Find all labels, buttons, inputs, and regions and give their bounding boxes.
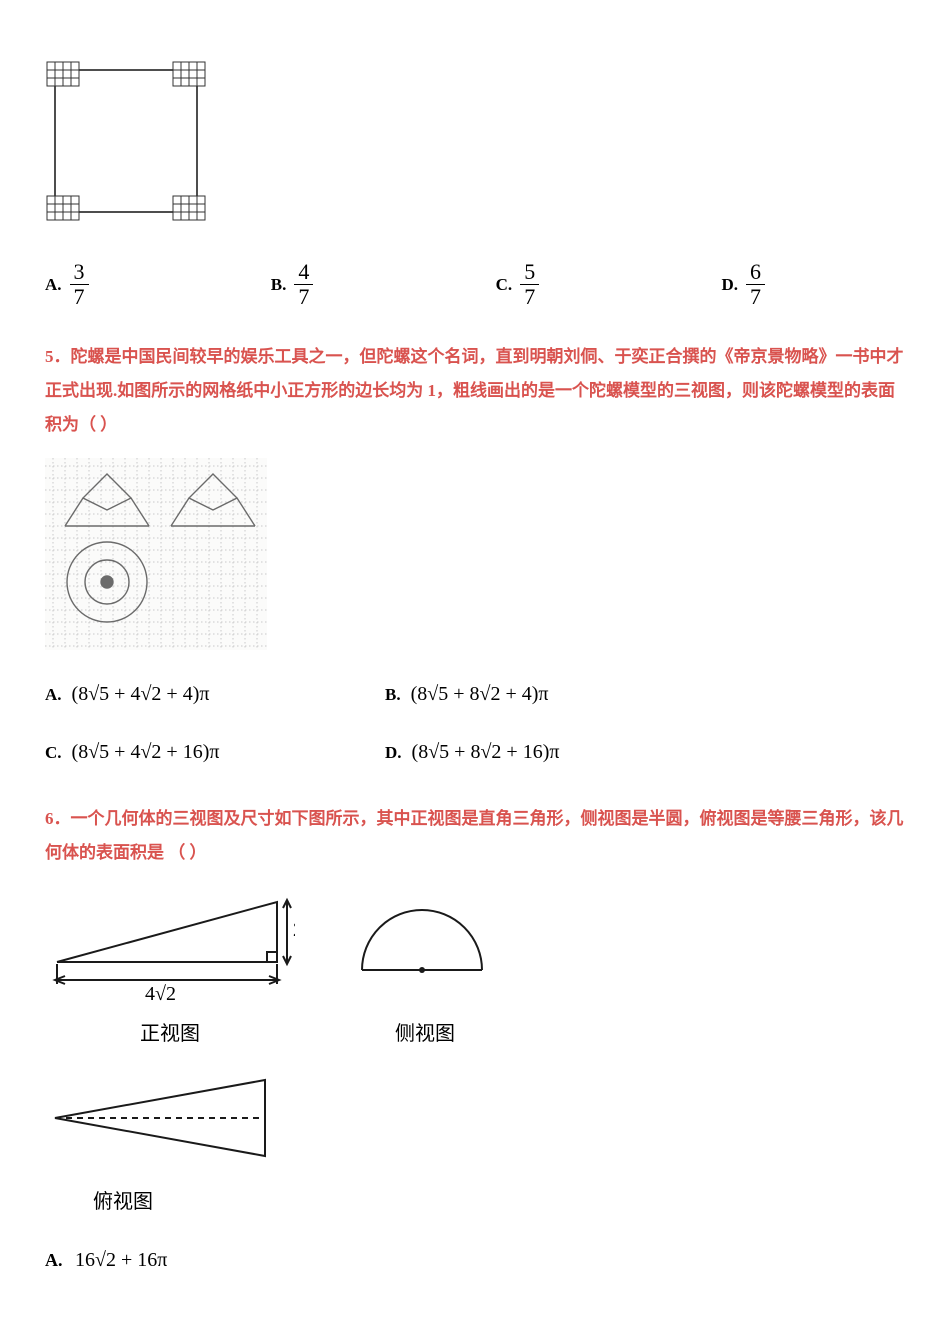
q5-option-c: C. (8√5 + 4√2 + 16)π <box>45 736 385 768</box>
q6-text: 6．一个几何体的三视图及尺寸如下图所示，其中正视图是直角三角形，侧视图是半圆，俯… <box>45 802 905 870</box>
q4-option-c: C. 5 7 <box>496 260 540 309</box>
q6-images: 2 4√2 正视图 侧视图 <box>45 888 905 1218</box>
fraction: 5 7 <box>520 260 539 309</box>
side-view-block: 侧视图 <box>350 898 500 1050</box>
option-label: C. <box>45 739 62 766</box>
center-dot <box>419 967 425 973</box>
q6-row1: 2 4√2 正视图 侧视图 <box>45 888 905 1050</box>
option-label: D. <box>385 739 402 766</box>
top-view-block: 俯视图 <box>45 1068 905 1218</box>
q5-option-b: B. (8√5 + 8√2 + 4)π <box>385 678 725 710</box>
option-expr: (8√5 + 8√2 + 4)π <box>411 678 549 710</box>
option-label: C. <box>496 271 513 298</box>
q4-square-svg <box>45 60 207 222</box>
option-label: A. <box>45 271 62 298</box>
option-expr: (8√5 + 8√2 + 16)π <box>412 736 560 768</box>
option-expr: (8√5 + 4√2 + 16)π <box>72 736 220 768</box>
q4-figure <box>45 60 905 230</box>
q5-options: A. (8√5 + 4√2 + 4)π B. (8√5 + 8√2 + 4)π … <box>45 678 725 768</box>
dim-2-label: 2 <box>293 920 295 941</box>
q4-option-b: B. 4 7 <box>271 260 314 309</box>
option-expr: (8√5 + 4√2 + 4)π <box>72 678 210 710</box>
fraction: 6 7 <box>746 260 765 309</box>
q5-option-d: D. (8√5 + 8√2 + 16)π <box>385 736 725 768</box>
q5-text: 5．陀螺是中国民间较早的娱乐工具之一，但陀螺这个名词，直到明朝刘侗、于奕正合撰的… <box>45 340 905 442</box>
q5-three-views <box>45 458 905 658</box>
q4-options: A. 3 7 B. 4 7 C. 5 7 D. 6 7 <box>45 260 905 309</box>
q4-option-a: A. 3 7 <box>45 260 89 309</box>
fraction: 3 7 <box>70 260 89 309</box>
option-expr: 16√2 + 16π <box>75 1249 167 1271</box>
front-caption: 正视图 <box>45 1018 295 1050</box>
option-label: A. <box>45 681 62 708</box>
side-caption: 侧视图 <box>350 1018 500 1050</box>
fraction: 4 7 <box>294 260 313 309</box>
q6-option-a: A. 16√2 + 16π <box>45 1244 905 1276</box>
option-label: B. <box>271 271 287 298</box>
front-view-block: 2 4√2 正视图 <box>45 888 295 1050</box>
q5-svg <box>45 458 267 650</box>
option-label: A. <box>45 1250 63 1270</box>
top-caption: 俯视图 <box>93 1186 905 1218</box>
q5-option-a: A. (8√5 + 4√2 + 4)π <box>45 678 385 710</box>
option-label: B. <box>385 681 401 708</box>
dim-base-label: 4√2 <box>145 983 176 1005</box>
side-view-svg <box>350 898 500 988</box>
q4-option-d: D. 6 7 <box>721 260 765 309</box>
option-label: D. <box>721 271 738 298</box>
top-view-svg <box>45 1068 275 1168</box>
front-view-svg: 2 4√2 <box>45 888 295 1008</box>
